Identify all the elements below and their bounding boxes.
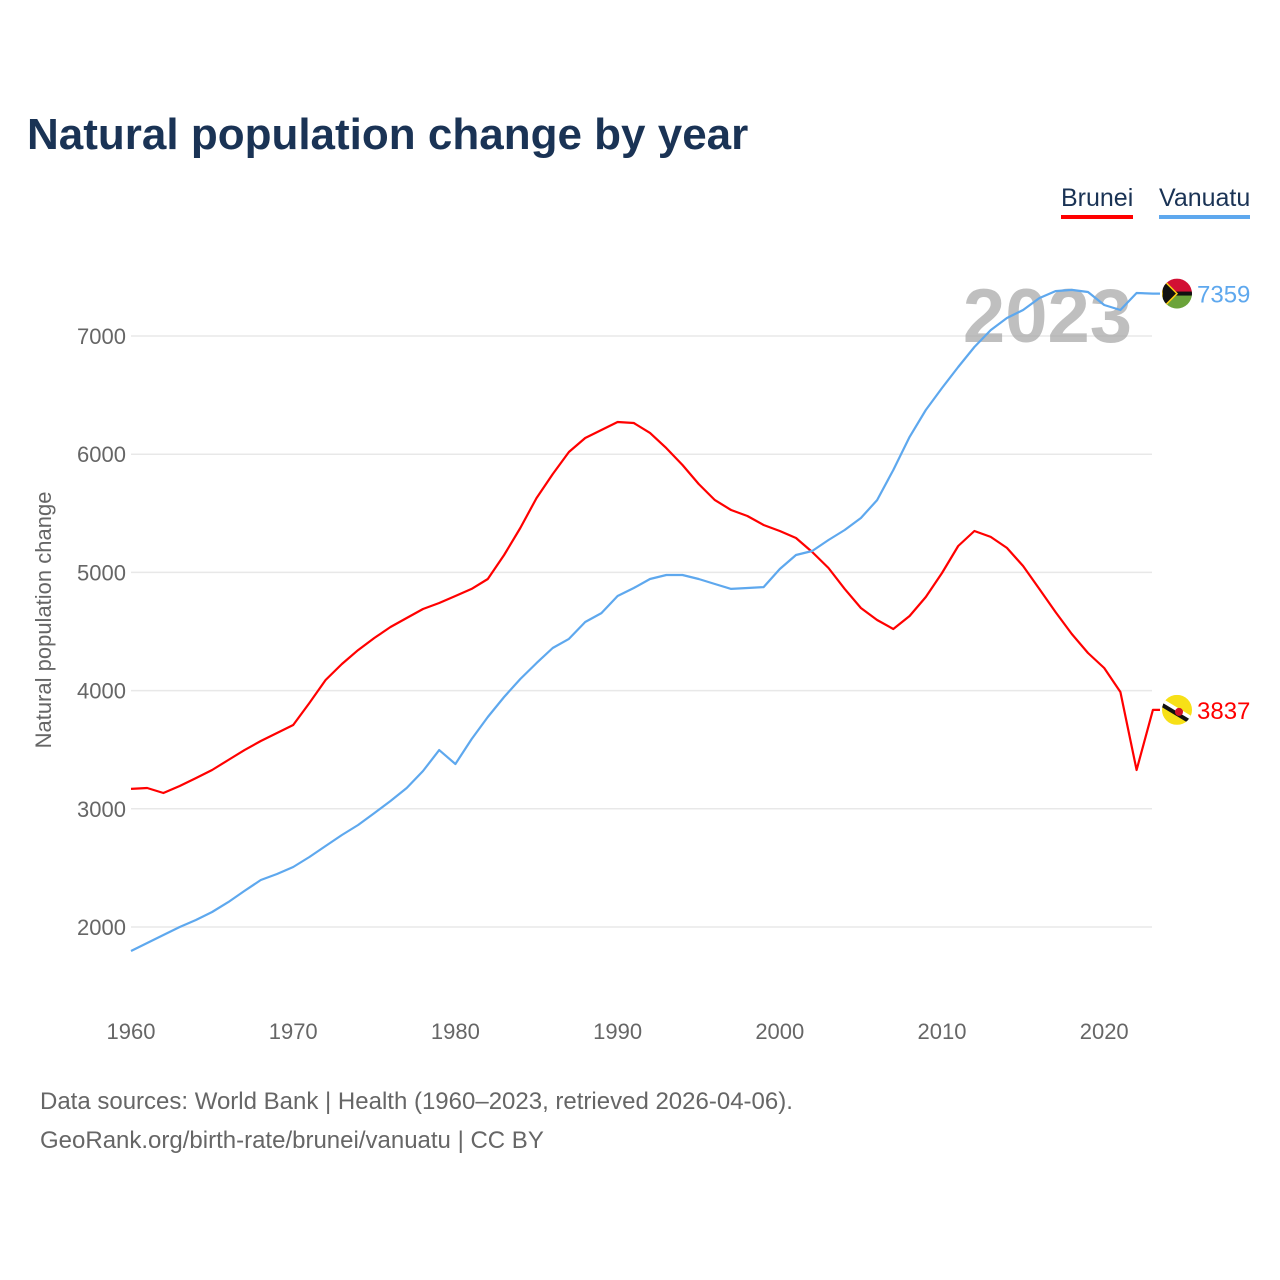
y-tick-label: 2000 bbox=[77, 915, 126, 940]
footer-sources: Data sources: World Bank | Health (1960–… bbox=[40, 1088, 793, 1115]
footer-link[interactable]: GeoRank.org/birth-rate/brunei/vanuatu | … bbox=[40, 1127, 544, 1154]
vanuatu-end-value: 7359 bbox=[1197, 282, 1250, 309]
legend-item-vanuatu[interactable]: Vanuatu bbox=[1159, 184, 1251, 219]
y-tick-label: 7000 bbox=[77, 324, 126, 349]
x-tick-label: 1980 bbox=[431, 1019, 480, 1044]
y-tick-label: 5000 bbox=[77, 560, 126, 585]
y-tick-label: 3000 bbox=[77, 797, 126, 822]
year-overlay: 2023 bbox=[963, 274, 1132, 359]
y-tick-label: 6000 bbox=[77, 442, 126, 467]
gridlines bbox=[131, 335, 1152, 928]
y-axis-title: Natural population change bbox=[31, 492, 56, 749]
vanuatu-flag-icon bbox=[1162, 278, 1192, 309]
series-line-vanuatu bbox=[130, 288, 1160, 952]
x-tick-label: 2020 bbox=[1080, 1019, 1129, 1044]
y-tick-label: 4000 bbox=[77, 679, 126, 704]
series-lines bbox=[130, 288, 1160, 952]
x-tick-label: 2010 bbox=[918, 1019, 967, 1044]
legend-item-brunei[interactable]: Brunei bbox=[1061, 184, 1134, 219]
brunei-end-value: 3837 bbox=[1197, 698, 1250, 725]
x-tick-label: 2000 bbox=[755, 1019, 804, 1044]
brunei-flag-icon bbox=[1162, 694, 1192, 725]
x-tick-label: 1960 bbox=[107, 1019, 156, 1044]
axis-ticks: 2000 3000 4000 5000 6000 7000 1960 1970 1980 1990… bbox=[77, 324, 1129, 1044]
chart-title: Natural population change by year bbox=[27, 110, 749, 159]
x-tick-label: 1990 bbox=[593, 1019, 642, 1044]
x-tick-label: 1970 bbox=[269, 1019, 318, 1044]
end-labels: 3837 7359 bbox=[1162, 278, 1250, 725]
series-line-brunei bbox=[130, 420, 1160, 795]
